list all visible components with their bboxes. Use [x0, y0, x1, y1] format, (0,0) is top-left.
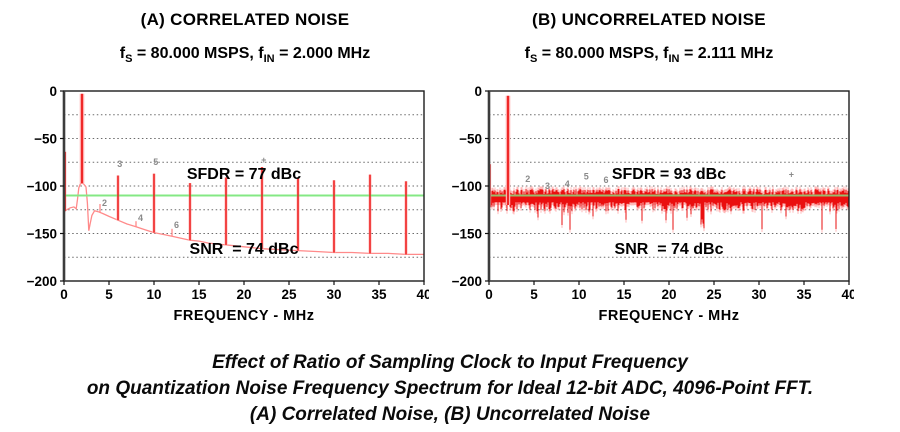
harmonic-number-label: +: [789, 170, 794, 180]
subtitle-fs-subscript: S: [125, 53, 133, 66]
x-tick-label: 40: [841, 287, 854, 302]
harmonic-number-label: 2: [525, 174, 530, 184]
harmonic-number-label: 5: [584, 171, 589, 181]
panel-b-title: (B) UNCORRELATED NOISE: [532, 10, 766, 29]
snr-value-a: SNR = 74 dBc: [189, 241, 299, 258]
subtitle-fin-subscript: IN: [263, 53, 275, 66]
subtitle-fs-symbol: f: [524, 45, 530, 62]
x-tick-label: 20: [661, 287, 676, 302]
spectrum-plot-b: 2 3 4 5 6 +0 5 10 15 20 25 30 35 40 0 −50 −100 −150 −200 FR…: [452, 86, 854, 324]
y-tick-label: −100: [452, 179, 482, 194]
caption-line-1: Effect of Ratio of Sampling Clock to Inp…: [212, 352, 688, 373]
x-tick-label: 5: [530, 287, 538, 302]
x-tick-label: 15: [191, 287, 207, 302]
harmonic-number-label: 2: [102, 198, 107, 208]
x-tick-label: 10: [146, 287, 161, 302]
x-tick-label: 20: [236, 287, 251, 302]
subtitle-fs-subscript: S: [529, 53, 538, 66]
y-tick-label: −200: [452, 274, 482, 289]
y-tick-label: −150: [27, 227, 57, 242]
figure-caption: Effect of Ratio of Sampling Clock to Inp…: [0, 350, 900, 428]
subtitle-fin-value: = 2.000 MHz: [274, 45, 371, 62]
panel-a-subtitle: fS = 80.000 MSPS, fIN = 2.000 MHz: [64, 45, 426, 65]
x-tick-label: 25: [281, 287, 297, 302]
y-tick-label: −50: [34, 132, 57, 147]
subtitle-fin-subscript: IN: [668, 53, 680, 66]
x-tick-label: 15: [616, 287, 632, 302]
harmonic-number-label: +: [261, 155, 266, 165]
y-tick-label: 0: [49, 86, 57, 99]
subtitle-fs-symbol: f: [119, 45, 126, 62]
panel-a-title: (A) CORRELATED NOISE: [140, 10, 350, 29]
panel-b-annotations: SFDR = 93 dBc SNR = 74 dBc: [489, 112, 849, 312]
x-tick-label: 0: [60, 287, 68, 302]
x-tick-label: 40: [416, 287, 429, 302]
x-tick-label: 30: [326, 287, 341, 302]
y-tick-label: −50: [459, 132, 482, 147]
y-tick-label: 0: [474, 86, 482, 99]
y-tick-label: −100: [27, 179, 57, 194]
x-tick-label: 35: [796, 287, 812, 302]
harmonic-number-label: 3: [117, 159, 122, 169]
y-tick-label: −150: [452, 227, 482, 242]
subtitle-fs-value: = 80.000 MSPS,: [132, 45, 259, 62]
harmonic-number-label: 6: [174, 220, 179, 230]
harmonic-number-label: 5: [153, 157, 158, 167]
harmonic-number-label: 4: [565, 179, 570, 189]
panel-b-subtitle: fS = 80.000 MSPS, fIN = 2.111 MHz: [468, 45, 830, 65]
caption-line-3: (A) Correlated Noise, (B) Uncorrelated N…: [249, 404, 651, 425]
subtitle-fin-symbol: f: [258, 45, 264, 62]
sfdr-value-b: SFDR = 93 dBc: [611, 166, 727, 183]
x-axis-label: FREQUENCY - MHz: [174, 308, 315, 324]
sfdr-value-a: SFDR = 77 dBc: [186, 166, 302, 183]
harmonic-number-label: 3: [545, 181, 550, 191]
panel-b-header: (B) UNCORRELATED NOISE fS = 80.000 MSPS,…: [468, 10, 830, 65]
harmonic-number-label: 4: [138, 213, 143, 223]
x-tick-label: 30: [751, 287, 766, 302]
y-tick-label: −200: [27, 274, 57, 289]
panel-a-header: (A) CORRELATED NOISE fS = 80.000 MSPS, f…: [64, 10, 426, 65]
harmonic-number-label: 6: [603, 175, 608, 185]
subtitle-fs-value: = 80.000 MSPS,: [537, 45, 664, 62]
x-tick-label: 25: [706, 287, 722, 302]
x-axis-label: FREQUENCY - MHz: [599, 308, 740, 324]
snr-value-b: SNR = 74 dBc: [614, 241, 724, 258]
x-tick-label: 5: [105, 287, 113, 302]
x-tick-label: 10: [571, 287, 586, 302]
panel-a-annotations: SFDR = 77 dBc SNR = 74 dBc: [64, 112, 424, 312]
x-tick-label: 35: [371, 287, 387, 302]
subtitle-fin-symbol: f: [663, 45, 669, 62]
subtitle-fin-value: = 2.111 MHz: [679, 45, 774, 62]
noise-floor-curve: [63, 182, 424, 256]
caption-line-2: on Quantization Noise Frequency Spectrum…: [86, 378, 814, 399]
x-tick-label: 0: [485, 287, 493, 302]
